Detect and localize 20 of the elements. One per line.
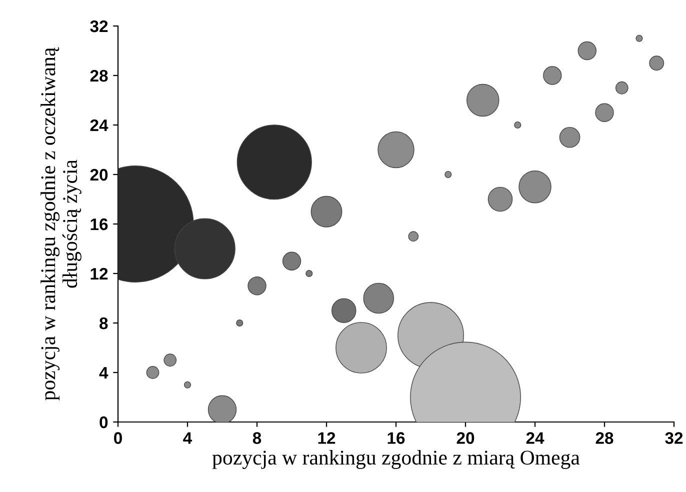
x-tick-label: 4 (183, 432, 192, 444)
y-tick-label: 24 (90, 119, 108, 132)
x-tick-label: 32 (665, 432, 683, 444)
x-tick-label: 24 (526, 432, 544, 444)
x-tick-label: 0 (114, 432, 122, 444)
y-tick-label: 4 (99, 367, 108, 379)
x-tick-label: 16 (388, 432, 405, 444)
y-tick-label: 20 (90, 168, 108, 181)
y-tick-label: 16 (90, 218, 108, 230)
x-tick-label: 8 (252, 432, 262, 444)
x-axis-title: pozycja w rankingu zgodnie z miarą Omega (212, 450, 580, 469)
y-tick-label: 8 (100, 317, 108, 330)
y-tick-label: 28 (90, 70, 108, 82)
y-axis-title: pozycja w rankingu zgodnie z oczekiwaną długością życia (40, 47, 82, 400)
x-tick-label: 28 (596, 432, 614, 444)
y-tick-label: 32 (90, 20, 108, 32)
y-tick-label: 12 (90, 268, 108, 280)
x-tick-label: 12 (318, 432, 336, 444)
x-tick-label: 20 (456, 432, 474, 444)
y-tick-label: 0 (100, 416, 108, 428)
